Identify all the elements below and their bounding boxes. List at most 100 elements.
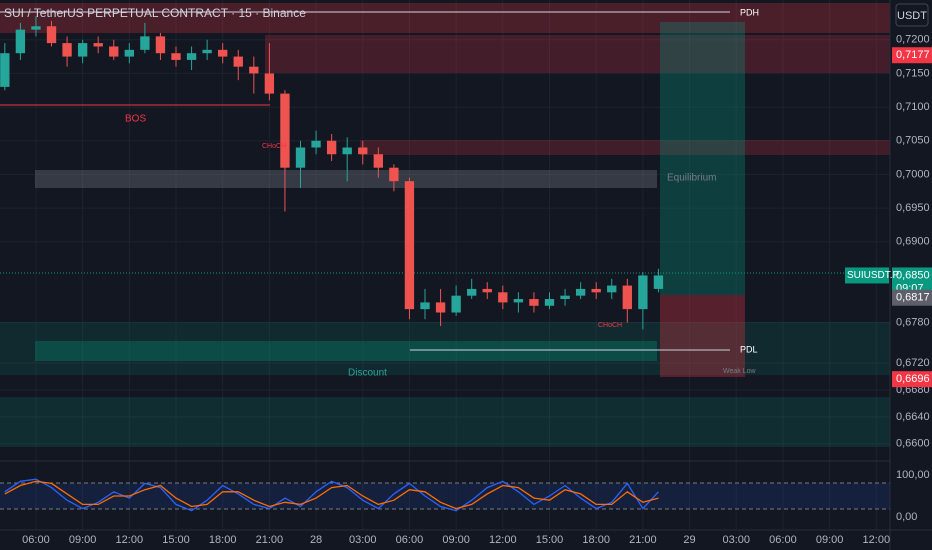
annotation: Discount: [348, 368, 387, 379]
price-badge-label: 0,6817: [896, 292, 930, 304]
x-tick-label: 28: [310, 534, 322, 546]
equilibrium-zone: [35, 170, 657, 188]
candle-body: [155, 36, 166, 54]
candle-body: [513, 299, 524, 303]
y-tick-label: 0,7100: [896, 101, 930, 113]
candle-body: [591, 288, 601, 293]
candle-body: [264, 73, 275, 94]
candle-body: [435, 302, 446, 313]
candle-body: [653, 275, 664, 289]
symbol: SUIUSDT.P: [847, 270, 900, 281]
candle-body: [62, 43, 72, 57]
candle-body: [607, 285, 617, 293]
symbol-badge: [845, 267, 889, 284]
y-tick-label: 0,7150: [896, 67, 930, 79]
x-tick-label: 03:00: [722, 534, 750, 546]
price-badge-label: 0,7177: [896, 49, 930, 61]
price-badge-label: 0,6696: [896, 373, 930, 385]
candle-body: [77, 43, 88, 57]
candle-body: [498, 292, 508, 303]
candle-body: [420, 302, 430, 310]
annotation: PDH: [740, 7, 759, 17]
price-badge-label: 0,6850: [896, 269, 930, 281]
y-tick-label: 0,7050: [896, 135, 930, 147]
candle-body: [171, 53, 181, 60]
unit-box[interactable]: [895, 3, 929, 27]
candle-body: [15, 29, 26, 54]
candle-body: [482, 288, 492, 293]
candle-body: [575, 288, 586, 296]
osc-tick-label: 100,00: [896, 469, 930, 481]
candle-body: [93, 43, 103, 47]
supply-zone: [360, 140, 890, 155]
candle-body: [202, 49, 212, 54]
candle-body: [218, 49, 228, 57]
candle-body: [389, 167, 399, 182]
x-tick-label: 12:00: [863, 534, 891, 546]
candle-body: [326, 140, 337, 155]
y-tick-label: 0,6900: [896, 236, 930, 248]
annotation: CHoCH: [262, 143, 286, 150]
x-tick-label: 15:00: [536, 534, 564, 546]
supply-zone: [265, 35, 890, 73]
candle-body: [280, 93, 290, 168]
candle-body: [342, 147, 352, 155]
y-tick-label: 0,6950: [896, 202, 930, 214]
candle-body: [467, 288, 477, 296]
candle-body: [186, 53, 197, 60]
x-tick-label: 09:00: [69, 534, 97, 546]
oscillator-band: [0, 483, 890, 509]
candle-body: [109, 46, 119, 57]
y-tick-label: 0,7200: [896, 34, 930, 46]
x-tick-label: 12:00: [116, 534, 144, 546]
candle-body: [451, 295, 461, 313]
stop-box: [660, 295, 745, 377]
annotation: BOS: [125, 114, 146, 125]
price-badge: [892, 47, 932, 64]
x-tick-label: 09:00: [442, 534, 470, 546]
osc-tick-label: 0,00: [896, 511, 917, 523]
discount-zone: [0, 322, 890, 375]
osc-line: [4, 480, 659, 510]
chart-title: SUI / TetherUS PERPETUAL CONTRACT · 15 ·…: [4, 6, 306, 20]
unit[interactable]: USDT: [897, 10, 927, 22]
annotation: Equilibrium: [667, 173, 716, 184]
candle-body: [46, 26, 57, 44]
candle-body: [140, 36, 150, 50]
candle-body: [0, 53, 10, 87]
y-tick-label: 0,6640: [896, 411, 930, 423]
candle-body: [404, 181, 415, 310]
price-badge: [892, 289, 932, 306]
candle-body: [529, 299, 539, 306]
candle-body: [249, 66, 259, 74]
candle-body: [544, 299, 555, 306]
target-box: [660, 22, 745, 295]
y-tick-label: 0,7000: [896, 168, 930, 180]
annotation: Weak Low: [723, 368, 756, 375]
x-tick-label: 21:00: [629, 534, 657, 546]
x-tick-label: 21:00: [256, 534, 284, 546]
annotation: CHoCH: [598, 322, 622, 329]
y-tick-label: 0,6720: [896, 357, 930, 369]
candle-body: [358, 147, 368, 155]
candle-body: [638, 275, 648, 310]
x-tick-label: 06:00: [396, 534, 424, 546]
x-tick-label: 06:00: [22, 534, 50, 546]
demand-zone: [0, 397, 890, 447]
x-tick-label: 09:00: [816, 534, 844, 546]
candle-body: [233, 56, 243, 67]
candle-body: [373, 154, 383, 168]
x-tick-label: 12:00: [489, 534, 517, 546]
annotation: PDL: [740, 344, 758, 354]
discount-band: [35, 341, 657, 361]
x-tick-label: 29: [683, 534, 695, 546]
x-tick-label: 15:00: [162, 534, 190, 546]
candle-body: [622, 285, 632, 310]
y-tick-label: 0,6600: [896, 438, 930, 450]
osc-line: [4, 478, 659, 512]
candle-body: [31, 26, 41, 30]
candle-body: [295, 147, 306, 168]
x-tick-label: 03:00: [349, 534, 377, 546]
